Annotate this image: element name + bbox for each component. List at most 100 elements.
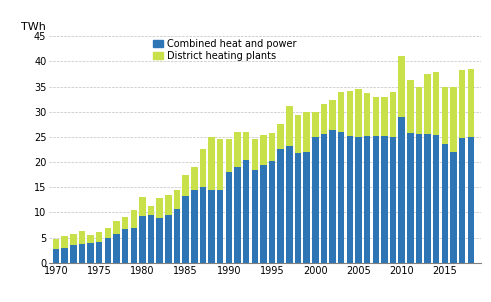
Bar [182,175,189,196]
Bar [295,153,301,263]
Bar [450,152,457,263]
Bar [407,80,413,133]
Bar [364,136,370,263]
Bar [148,206,154,215]
Bar [105,227,111,238]
Bar [441,87,448,144]
Bar [355,137,362,263]
Bar [200,149,206,187]
Bar [165,215,171,263]
Bar [260,135,267,165]
Bar [312,137,319,263]
Bar [390,137,396,263]
Bar [321,104,327,134]
Bar [139,197,146,217]
Bar [424,134,431,263]
Bar [381,97,387,136]
Bar [433,72,439,135]
Bar [200,187,206,263]
Bar [303,152,310,263]
Bar [329,130,336,263]
Bar [217,190,223,263]
Bar [208,137,215,190]
Bar [295,115,301,153]
Bar [243,159,249,263]
Bar [96,232,103,242]
Bar [174,209,180,263]
Bar [53,249,59,263]
Bar [381,136,387,263]
Bar [131,227,137,263]
Bar [312,112,319,137]
Bar [398,117,405,263]
Bar [234,167,241,263]
Bar [277,149,284,263]
Bar [61,248,68,263]
Bar [467,69,474,137]
Bar [53,239,59,249]
Bar [329,100,336,130]
Bar [338,132,344,263]
Bar [131,210,137,227]
Bar [398,56,405,117]
Legend: Combined heat and power, District heating plants: Combined heat and power, District heatin… [153,39,297,61]
Bar [269,133,275,161]
Text: TWh: TWh [21,22,46,32]
Bar [122,229,128,263]
Bar [208,190,215,263]
Bar [347,136,353,263]
Bar [79,231,85,244]
Bar [157,218,163,263]
Bar [441,144,448,263]
Bar [355,89,362,137]
Bar [424,74,431,134]
Bar [217,140,223,190]
Bar [269,161,275,263]
Bar [286,106,293,146]
Bar [96,242,103,263]
Bar [148,215,154,263]
Bar [433,135,439,263]
Bar [105,238,111,263]
Bar [286,146,293,263]
Bar [174,190,180,209]
Bar [191,190,197,263]
Bar [113,233,120,263]
Bar [338,92,344,132]
Bar [459,138,465,263]
Bar [303,112,310,152]
Bar [407,133,413,263]
Bar [251,170,258,263]
Bar [165,195,171,215]
Bar [225,140,232,172]
Bar [234,132,241,167]
Bar [450,87,457,152]
Bar [87,235,94,243]
Bar [364,93,370,136]
Bar [191,167,197,190]
Bar [260,165,267,263]
Bar [251,140,258,170]
Bar [467,137,474,263]
Bar [416,134,422,263]
Bar [113,221,120,233]
Bar [225,172,232,263]
Bar [182,196,189,263]
Bar [373,136,379,263]
Bar [373,97,379,136]
Bar [139,217,146,263]
Bar [157,198,163,218]
Bar [243,132,249,159]
Bar [61,236,68,248]
Bar [79,244,85,263]
Bar [321,134,327,263]
Bar [277,124,284,149]
Bar [87,243,94,263]
Bar [459,70,465,138]
Bar [70,233,77,245]
Bar [347,91,353,136]
Bar [122,217,128,229]
Bar [70,245,77,263]
Bar [390,92,396,137]
Bar [416,87,422,134]
